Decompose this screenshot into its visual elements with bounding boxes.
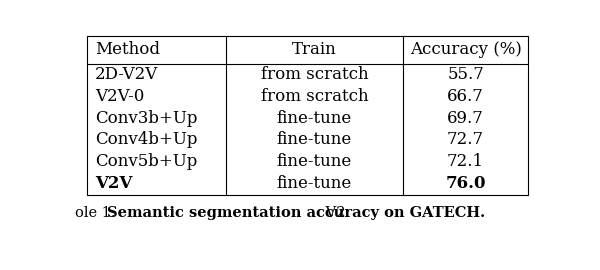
Text: Conv5b+Up: Conv5b+Up: [95, 153, 197, 170]
Text: ole 1.: ole 1.: [75, 206, 120, 220]
Text: 76.0: 76.0: [445, 175, 486, 192]
Text: Method: Method: [95, 41, 160, 58]
Text: 72.7: 72.7: [447, 131, 484, 149]
Text: Conv4b+Up: Conv4b+Up: [95, 131, 197, 149]
Text: V2V-0: V2V-0: [95, 88, 145, 105]
Text: fine-tune: fine-tune: [277, 110, 352, 127]
Text: Train: Train: [292, 41, 337, 58]
Text: Semantic segmentation accuracy on GATECH.: Semantic segmentation accuracy on GATECH…: [107, 206, 485, 220]
Text: V2V: V2V: [95, 175, 133, 192]
Text: V2: V2: [322, 206, 346, 220]
Text: fine-tune: fine-tune: [277, 153, 352, 170]
Text: 2D-V2V: 2D-V2V: [95, 66, 158, 83]
Text: from scratch: from scratch: [260, 88, 368, 105]
Text: Conv3b+Up: Conv3b+Up: [95, 110, 197, 127]
Text: fine-tune: fine-tune: [277, 175, 352, 192]
Text: 69.7: 69.7: [447, 110, 484, 127]
Text: 72.1: 72.1: [447, 153, 484, 170]
Text: 66.7: 66.7: [447, 88, 484, 105]
Text: from scratch: from scratch: [260, 66, 368, 83]
Text: Accuracy (%): Accuracy (%): [410, 41, 521, 58]
Text: 55.7: 55.7: [447, 66, 484, 83]
Text: fine-tune: fine-tune: [277, 131, 352, 149]
